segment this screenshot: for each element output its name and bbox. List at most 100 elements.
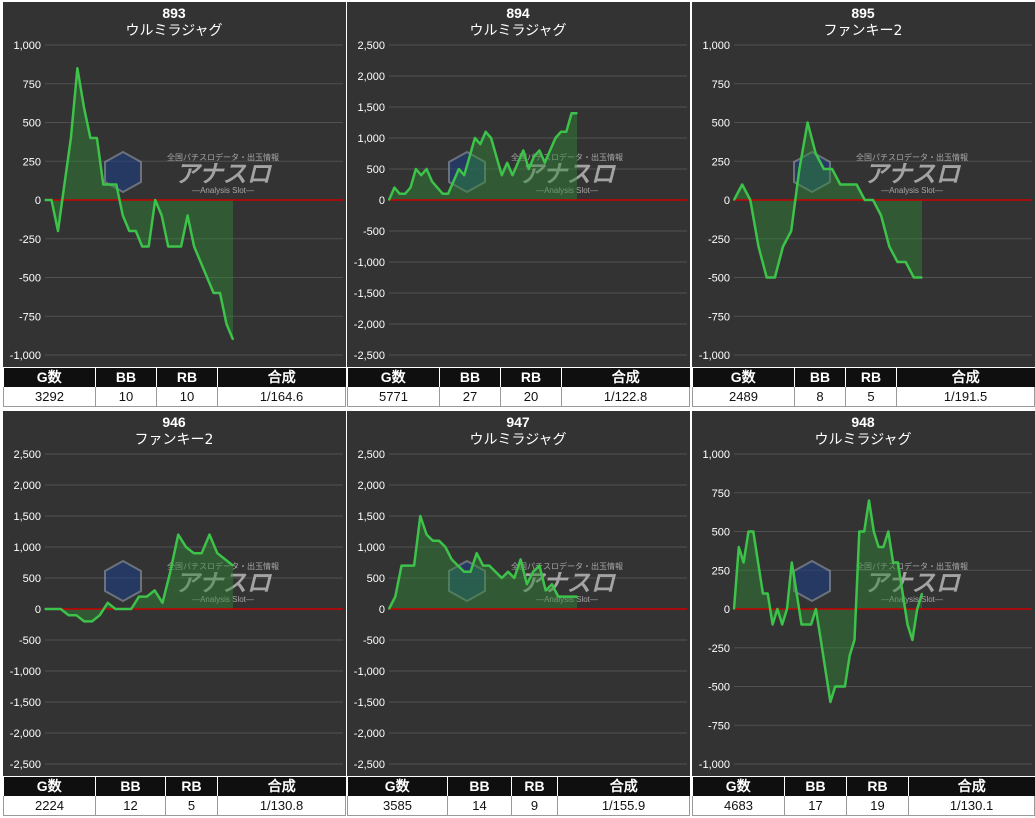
data-point: [916, 608, 918, 610]
data-point: [431, 180, 433, 183]
chart-area: 946 ファンキー2 -2,500 -2,000 -1,500 -1,000 -500 0 50…: [3, 411, 346, 776]
machine-name: ファンキー2: [824, 23, 903, 39]
y-tick-label: -500: [19, 273, 41, 285]
data-point: [831, 168, 833, 170]
data-point: [216, 552, 219, 554]
data-point: [488, 564, 491, 567]
rb-value: 9: [511, 796, 558, 816]
y-tick-label: -1,000: [699, 350, 730, 362]
data-point: [436, 186, 439, 189]
data-point: [501, 174, 503, 176]
data-point: [742, 561, 745, 564]
data-point: [457, 564, 459, 567]
data-point: [495, 155, 498, 158]
y-tick-label: 0: [35, 604, 41, 616]
games-value: 3585: [347, 796, 448, 816]
data-point: [224, 558, 226, 561]
data-point: [475, 552, 478, 554]
data-point: [863, 530, 865, 533]
bb-header: BB: [95, 368, 157, 387]
y-tick-label: -750: [708, 311, 730, 323]
y-tick-label: -2,000: [354, 319, 385, 331]
data-point: [864, 199, 866, 201]
data-point: [554, 137, 557, 139]
games-value: 4683: [692, 796, 785, 816]
data-point: [128, 230, 131, 232]
data-point: [576, 595, 578, 598]
data-point: [388, 608, 390, 610]
y-tick-label: 500: [367, 573, 385, 585]
data-point: [432, 540, 434, 542]
data-point: [873, 530, 875, 533]
rb-value: 20: [500, 387, 562, 407]
data-point: [501, 577, 503, 579]
logo-hexagon-icon: [793, 559, 831, 603]
y-tick-label: -250: [708, 234, 730, 246]
data-point: [872, 199, 874, 201]
data-point: [913, 276, 915, 279]
y-tick-label: -1,000: [354, 666, 385, 678]
data-point: [517, 162, 519, 164]
data-point: [173, 245, 176, 248]
data-point: [752, 530, 755, 533]
data-point: [232, 564, 234, 567]
data-point: [109, 183, 111, 186]
data-point: [790, 230, 792, 232]
data-point: [791, 561, 793, 564]
data-point: [75, 614, 78, 616]
data-point: [200, 552, 203, 554]
bb-value: 27: [439, 387, 501, 407]
y-tick-label: 250: [712, 565, 730, 577]
y-tick-label: -750: [708, 720, 730, 732]
data-point: [544, 162, 546, 164]
watermark-bottom: ―Analysis Slot―: [881, 595, 943, 604]
y-tick-label: 1,000: [13, 40, 41, 52]
machine-name: ウルミラジャグ: [814, 432, 911, 448]
combined-value: 1/122.8: [561, 387, 690, 407]
watermark-bottom: ―Analysis Slot―: [192, 595, 254, 604]
data-point: [887, 530, 890, 533]
area-fill: [45, 534, 233, 622]
y-tick-label: -2,500: [10, 759, 41, 771]
data-point: [544, 589, 547, 592]
data-point: [570, 112, 573, 114]
data-point: [388, 199, 390, 201]
data-point: [774, 276, 776, 279]
rb-value: 10: [156, 387, 218, 407]
area-fill: [389, 516, 577, 609]
y-tick-label: 0: [724, 604, 730, 616]
data-point: [549, 149, 551, 152]
data-point: [135, 230, 137, 232]
data-point: [415, 168, 417, 170]
data-point: [834, 685, 836, 688]
y-tick-label: 1,000: [702, 40, 730, 52]
games-value: 2224: [3, 796, 96, 816]
y-tick-label: 1,500: [357, 511, 385, 523]
watermark-bottom: ―Analysis Slot―: [192, 186, 254, 195]
rb-header: RB: [156, 368, 218, 387]
y-tick-label: 250: [23, 156, 41, 168]
data-point: [848, 654, 851, 657]
chart-area: 893 ウルミラジャグ -1,000 -750 -500 -250 0 250 500 750 1,…: [3, 2, 346, 367]
data-point: [468, 155, 471, 158]
balance-chart: 948 ウルミラジャグ -1,000 -750 -500 -250 0 250 500 750 1,…: [699, 414, 1032, 771]
data-point: [911, 639, 914, 641]
data-point: [479, 143, 482, 145]
balance-chart: 894 ウルミラジャグ -2,500 -2,000 -1,500 -1,000 -500 0 5…: [354, 5, 687, 362]
data-point: [59, 608, 62, 610]
data-point: [810, 623, 812, 626]
watermark-top: 全国パチスロデータ・出玉情報: [167, 152, 279, 162]
data-point: [557, 595, 559, 598]
data-point: [494, 571, 497, 573]
y-tick-label: 500: [712, 118, 730, 130]
data-point: [771, 623, 774, 626]
data-point: [89, 137, 92, 139]
data-point: [409, 186, 412, 189]
chart-area: 894 ウルミラジャグ -2,500 -2,000 -1,500 -1,000 -500 0 5…: [347, 2, 690, 367]
data-point: [458, 168, 460, 170]
games-header: G数: [347, 368, 440, 387]
balance-chart: 947 ウルミラジャグ -2,500 -2,000 -1,500 -1,000 -500 0 5…: [354, 414, 687, 771]
y-tick-label: 2,500: [357, 449, 385, 461]
